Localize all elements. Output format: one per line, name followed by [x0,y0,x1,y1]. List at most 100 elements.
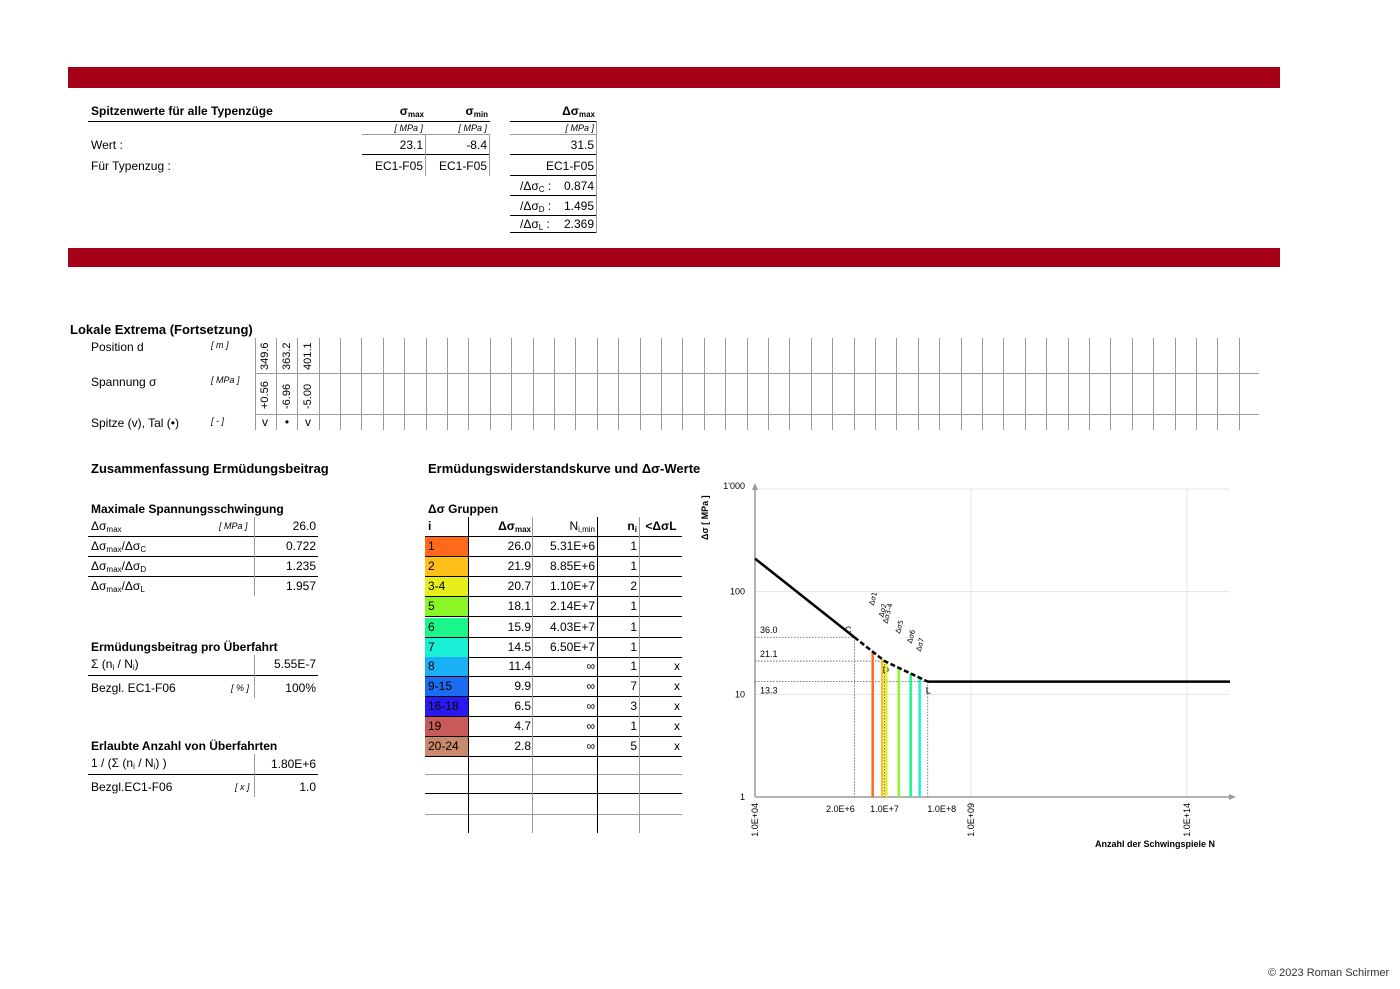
summary-row-ratio-l-value: 1.957 [285,579,316,593]
bez1-row: Bezgl. EC1-F06 [91,681,176,695]
group-ds: 20.7 [507,579,531,593]
grid-line [1153,338,1154,430]
row-divider [425,774,682,775]
unit-smin: [ MPa ] [458,123,487,133]
erlaubt-title: Erlaubte Anzahl von Überfahrten [91,739,278,753]
group-color-cell [425,577,468,596]
ref-value-label: 36.0 [760,625,778,635]
row-divider [425,756,682,757]
group-n: 1.10E+7 [549,579,595,593]
group-n: ∞ [586,739,595,753]
typ-smin: EC1-F05 [438,159,487,173]
grid-line [361,338,362,430]
row-divider [425,657,682,658]
grid-line [789,338,790,430]
group-i: 19 [428,719,442,733]
grid-line [1175,338,1176,430]
group-label: Δσ7 [915,637,926,652]
group-i: 3-4 [428,579,446,593]
group-i: 2 [428,559,435,573]
group-ni: 1 [630,659,637,673]
summary-row-ratio-c-value: 0.722 [285,539,316,553]
groups-header-ni: ni [627,519,637,534]
summary-title: Zusammenfassung Ermüdungsbeitrag [91,461,329,476]
group-ds: 18.1 [507,599,531,613]
group-ds: 2.8 [514,739,531,753]
stress-value: +0.56 [259,381,271,409]
grid-line [704,338,705,430]
group-n: 4.03E+7 [549,620,595,634]
grid-line [468,338,469,430]
groups-subtitle: Δσ Gruppen [428,502,499,516]
value-smax: 23.1 [399,138,423,152]
row-divider [425,576,682,577]
header-bar-middle [68,248,1280,267]
sum-value: 5.55E-7 [273,657,316,671]
column-divider [468,517,469,833]
group-i: 8 [428,659,435,673]
grid-line [939,338,940,430]
group-ni: 3 [630,699,637,713]
grid-line [682,338,683,430]
group-lt: x [674,739,680,753]
group-i: 5 [428,599,435,613]
position-unit: [ m ] [211,340,229,350]
bez2-value: 1.0 [299,780,316,794]
grid-line [918,338,919,430]
grid-line [961,338,962,430]
group-ds: 6.5 [514,699,531,713]
grid-line [447,338,448,430]
group-color-cell [425,638,468,657]
summary-row-dsmax-unit: [ MPa ] [219,521,248,531]
summary-row-ratio-l: Δσmax/ΔσL [91,579,145,594]
column-divider [597,517,598,833]
grid-line [597,338,598,430]
group-lt: x [674,659,680,673]
bez1-value: 100% [285,681,316,695]
group-n: 8.85E+6 [549,559,595,573]
ref-point-label: L [926,686,931,696]
group-color-cell [425,717,468,736]
group-color-cell [425,737,468,756]
x-axis-arrow [1229,794,1236,800]
x-tick-label: 1.0E+04 [750,803,760,837]
row-divider [425,556,682,557]
grid-line [661,338,662,430]
group-i: 9-15 [428,679,453,693]
groups-header-ds: Δσmax [498,519,531,534]
fatigue-curve-m5 [853,636,929,683]
typ-ds: EC1-F05 [545,159,594,173]
group-n: ∞ [586,679,595,693]
header-sigma-min: σmin [465,104,488,119]
groups-header-n: Ni,min [569,519,595,534]
ratio-d: /ΔσD : [520,199,552,214]
y-tick-label: 1 [740,792,745,802]
grid-line [1132,338,1133,430]
row-label-typenzug: Für Typenzug : [91,159,171,173]
group-color-cell [425,597,468,616]
grid-line [575,338,576,430]
group-label: Δσ3-4 [882,602,895,625]
grid-line [490,338,491,430]
fatigue-curve-m3 [754,557,856,639]
group-i: 6 [428,620,435,634]
group-lt: x [674,679,680,693]
grid-line [768,338,769,430]
ratio-l: /ΔσL : [520,217,550,232]
row-divider [425,736,682,737]
group-ni: 1 [630,640,637,654]
footer-copyright: © 2023 Roman Schirmer [1268,967,1390,979]
grid-line [747,338,748,430]
grid-line [1196,338,1197,430]
group-color-cell [425,657,468,676]
grid-line [875,338,876,430]
group-ni: 1 [630,620,637,634]
group-label: Δσ5 [894,619,905,634]
x-tick-label: 1.0E+14 [1182,803,1192,837]
groups-header-i: i [428,519,432,533]
grid-line [255,338,256,430]
grid-line [554,338,555,430]
y-tick-label: 100 [730,587,745,597]
peak-label: Spitze (v), Tal (•) [91,416,179,430]
group-lt: x [674,699,680,713]
